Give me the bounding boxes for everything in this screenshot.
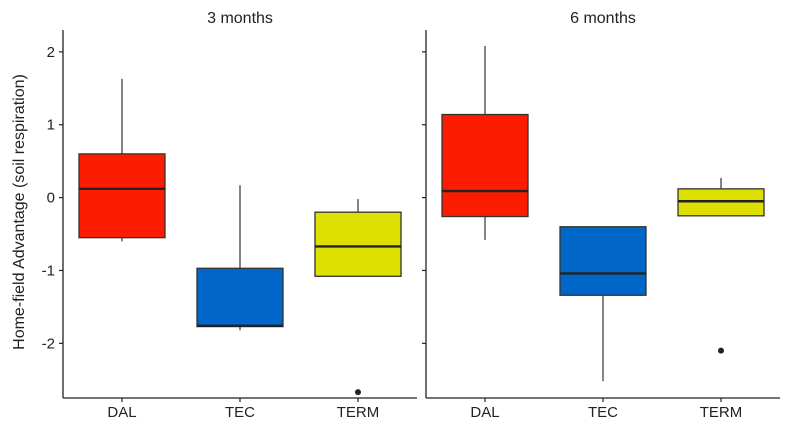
box-term: TERM: [314, 199, 402, 421]
x-tick-label: DAL: [470, 404, 499, 420]
x-tick-label: DAL: [107, 404, 136, 420]
y-axis-label: Home-field Advantage (soil respiration): [11, 74, 28, 350]
panel-title: 3 months: [207, 10, 273, 27]
iqr-box: [441, 113, 529, 218]
facet-panels: 3 months 2 1 0 -1 -2 DAL TEC TERM 6 months DAL TEC T…: [42, 10, 780, 421]
facet-panel-2: 6 months DAL TEC TERM: [422, 10, 780, 421]
box-tec: TEC: [196, 185, 284, 421]
box-tec: TEC: [559, 226, 647, 421]
y-tick-label: -1: [42, 262, 55, 279]
iqr-box: [196, 267, 284, 328]
y-tick-label: 0: [47, 190, 55, 207]
y-tick-label: 1: [47, 117, 55, 134]
y-tick-label: 2: [47, 44, 55, 61]
box-dal: DAL: [78, 78, 166, 421]
facet-panel-1: 3 months 2 1 0 -1 -2 DAL TEC TERM: [42, 10, 417, 421]
iqr-box: [78, 153, 166, 239]
y-tick-label: -2: [42, 335, 55, 352]
iqr-box: [314, 211, 402, 277]
x-tick-label: TERM: [700, 404, 743, 420]
outlier-point: [355, 389, 361, 396]
x-tick-label: TERM: [337, 404, 380, 420]
box-dal: DAL: [441, 46, 529, 421]
panel-title: 6 months: [570, 10, 636, 27]
outlier-point: [718, 347, 724, 354]
iqr-box: [559, 226, 647, 296]
x-tick-label: TEC: [225, 404, 255, 420]
x-tick-label: TEC: [588, 404, 618, 420]
box-term: TERM: [677, 177, 765, 421]
